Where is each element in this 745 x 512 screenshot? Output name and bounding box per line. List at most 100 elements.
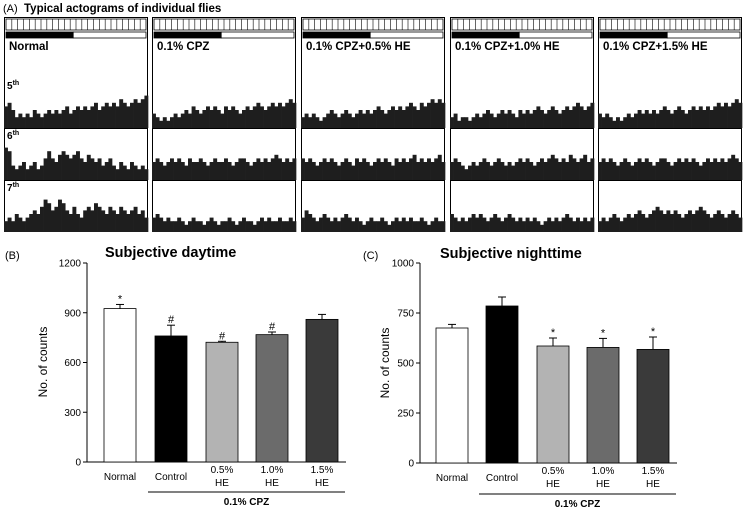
activity-bin <box>383 221 388 232</box>
activity-bin <box>177 158 182 180</box>
activity-bin <box>177 217 182 232</box>
activity-bin <box>115 214 120 232</box>
activity-bin <box>14 117 19 128</box>
activity-bin <box>119 99 124 128</box>
activity-bin <box>104 214 109 232</box>
activity-bin <box>137 102 142 128</box>
panel-c: (C) Subjective nighttime No. of counts 0… <box>363 246 677 510</box>
y-axis-label: No. of counts <box>36 327 50 398</box>
activity-bin <box>86 154 91 180</box>
activity-bin <box>191 162 196 180</box>
activity-bin <box>191 217 196 232</box>
activity-bin <box>532 165 537 180</box>
activity-bin <box>673 210 678 232</box>
activity-bin <box>355 217 359 232</box>
activity-bin <box>140 210 145 232</box>
activity-bin <box>547 110 552 128</box>
activity-bin <box>673 110 678 128</box>
activity-bin <box>706 106 710 128</box>
activity-bin <box>412 221 417 232</box>
activity-bin <box>18 165 23 180</box>
activity-bin <box>322 117 327 128</box>
significance-mark: * <box>118 293 123 305</box>
activity-bin <box>616 117 620 128</box>
activity-bin <box>493 162 498 180</box>
activity-bin <box>637 210 642 232</box>
activity-bin <box>170 117 174 128</box>
activity-bin <box>242 217 246 232</box>
activity-bin <box>437 221 442 232</box>
activity-bin <box>652 165 656 180</box>
significance-mark: * <box>551 327 556 339</box>
day-suffix: th <box>13 182 20 189</box>
activity-bin <box>43 199 48 232</box>
activity-bin <box>391 221 395 232</box>
activity-bin <box>90 210 95 232</box>
activity-bin <box>115 169 120 180</box>
activity-bin <box>434 217 439 232</box>
activity-bin <box>173 221 178 232</box>
activity-bin <box>572 158 577 180</box>
activity-bin <box>11 165 16 180</box>
activity-bin <box>401 217 406 232</box>
activity-bin <box>576 162 580 180</box>
activity-bin <box>724 102 728 128</box>
activity-bin <box>518 110 523 128</box>
activity-bin <box>441 102 446 128</box>
activity-bin <box>166 162 171 180</box>
activity-bin <box>184 224 189 232</box>
activity-bin <box>65 154 70 180</box>
activity-bin <box>315 165 320 180</box>
activity-bin <box>285 158 290 180</box>
activity-bin <box>623 217 628 232</box>
activity-bin <box>213 158 218 180</box>
activity-bin <box>180 113 185 128</box>
activity-bin <box>126 214 131 232</box>
activity-bin <box>220 221 225 232</box>
activity-bin <box>579 158 584 180</box>
activity-bin <box>416 221 421 232</box>
activity-bin <box>119 162 124 180</box>
activity-bin <box>245 162 250 180</box>
activity-bin <box>206 221 210 232</box>
activity-bin <box>511 165 516 180</box>
activity-bin <box>108 158 113 180</box>
activity-bin <box>270 158 275 180</box>
activity-bin <box>482 217 487 232</box>
activity-bin <box>40 165 44 180</box>
activity-bin <box>61 151 66 180</box>
activity-bin <box>648 214 653 232</box>
activity-bin <box>590 158 595 180</box>
day-label: 5th <box>7 80 19 92</box>
activity-bin <box>50 158 55 180</box>
activity-bin <box>394 158 399 180</box>
activity-bin <box>496 158 501 180</box>
activity-bin <box>140 165 145 180</box>
actogram-panel: 0.1% CPZ+1.0% HE <box>450 17 595 232</box>
activity-bin <box>659 210 664 232</box>
group-label: 0.1% CPZ <box>224 497 270 508</box>
activity-bin <box>40 206 44 232</box>
activity-bin <box>419 217 424 232</box>
activity-bin <box>453 217 458 232</box>
activity-bin <box>637 110 642 128</box>
activity-bin <box>409 217 413 232</box>
actogram-label: 0.1% CPZ+1.5% HE <box>603 41 708 53</box>
activity-bin <box>301 217 305 232</box>
activity-bin <box>252 162 257 180</box>
activity-bin <box>260 106 264 128</box>
activity-bin <box>716 210 721 232</box>
activity-bin <box>493 117 498 128</box>
activity-bin <box>68 214 73 232</box>
activity-bin <box>482 158 487 180</box>
activity-bin <box>79 110 84 128</box>
activity-bin <box>270 221 275 232</box>
actogram-panel: 0.1% CPZ+0.5% HE <box>301 17 446 232</box>
actogram-day-row <box>4 199 149 232</box>
activity-bin <box>453 158 458 180</box>
activity-bin <box>206 165 210 180</box>
activity-bin <box>198 113 203 128</box>
activity-bin <box>684 113 689 128</box>
group-label: 0.1% CPZ <box>555 499 601 510</box>
